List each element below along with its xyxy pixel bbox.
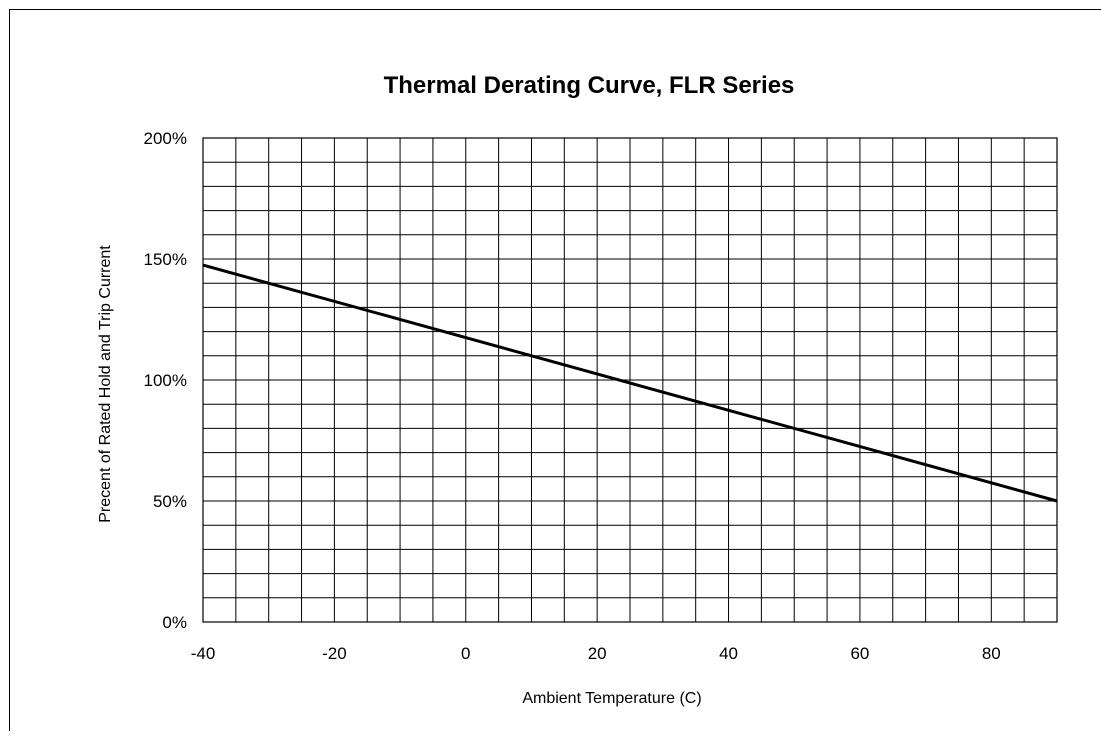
y-tick-label: 100%: [144, 371, 187, 390]
y-tick-label: 150%: [144, 250, 187, 269]
y-tick-label: 200%: [144, 129, 187, 148]
x-tick-label: -20: [322, 644, 347, 663]
x-tick-label: 80: [982, 644, 1001, 663]
x-tick-label: 60: [850, 644, 869, 663]
x-axis-tick-labels: -40 -20 0 20 40 60 80: [191, 644, 1001, 663]
grid-lines: [203, 138, 1057, 622]
chart-title: Thermal Derating Curve, FLR Series: [384, 72, 795, 99]
x-tick-label: -40: [191, 644, 216, 663]
x-axis-label: Ambient Temperature (C): [522, 690, 701, 707]
x-tick-label: 40: [719, 644, 738, 663]
y-axis-tick-labels: 0% 50% 100% 150% 200%: [144, 129, 187, 632]
y-tick-label: 0%: [162, 613, 187, 632]
x-tick-label: 20: [588, 644, 607, 663]
y-axis-label: Precent of Rated Hold and Trip Current: [97, 245, 114, 523]
x-tick-label: 0: [461, 644, 470, 663]
y-tick-label: 50%: [153, 492, 187, 511]
